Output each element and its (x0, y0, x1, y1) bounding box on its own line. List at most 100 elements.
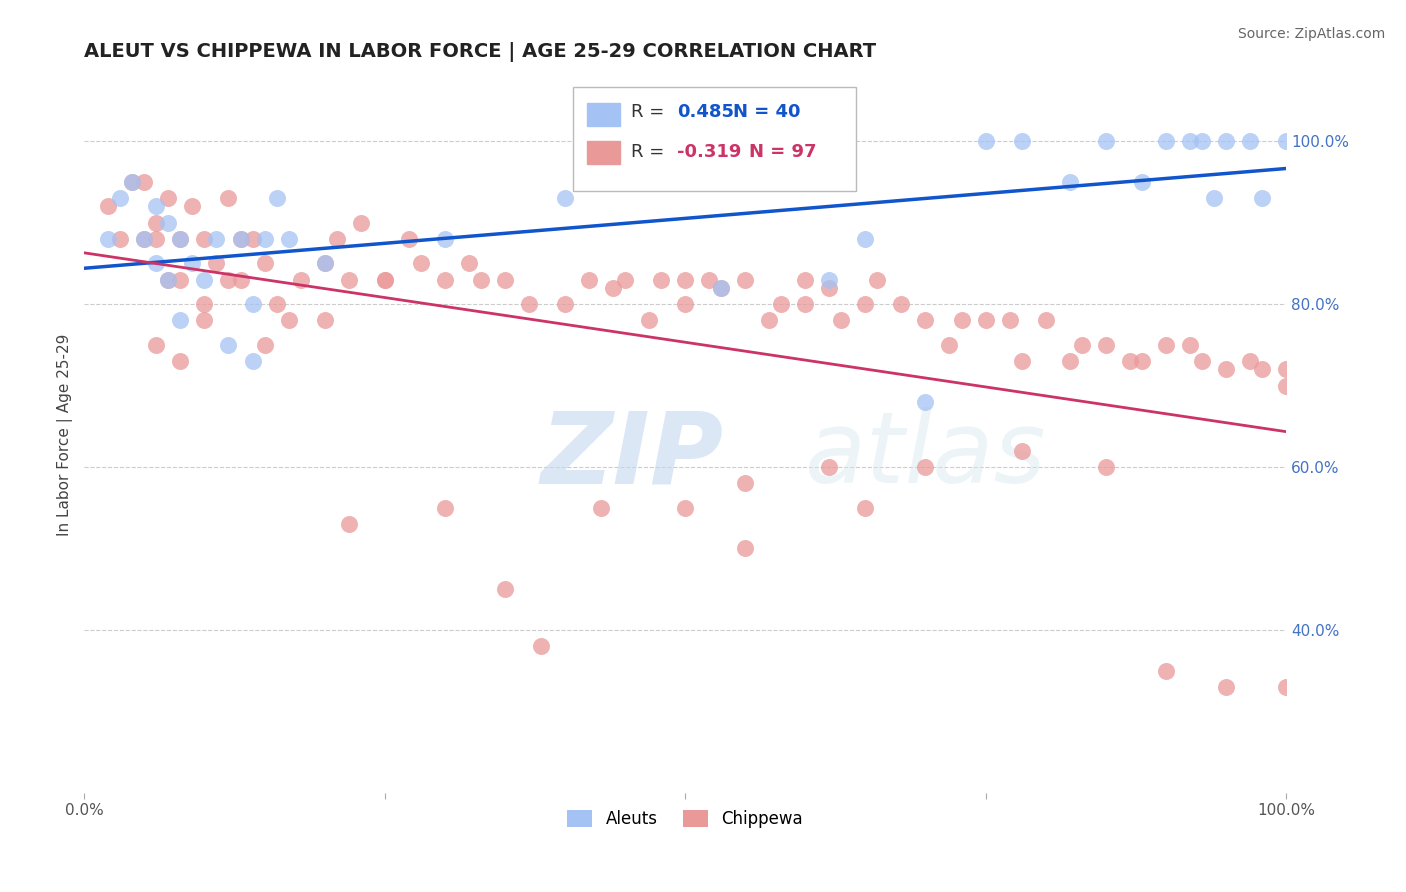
Point (1251, 191, 1274, 205)
Point (374, 273, 396, 287)
Point (673, 500, 696, 515)
Point (277, 313, 299, 327)
Point (218, 191, 240, 205)
Point (242, 232, 264, 246)
Point (121, 175, 143, 189)
Point (290, 273, 312, 287)
Point (181, 199, 204, 213)
Point (1059, 175, 1081, 189)
Point (1275, 362, 1298, 376)
Point (1154, 134, 1177, 148)
Point (134, 175, 156, 189)
Point (253, 256, 276, 270)
Y-axis label: In Labor Force | Age 25-29: In Labor Force | Age 25-29 (58, 334, 73, 535)
Point (1130, 354, 1153, 368)
Point (1154, 338, 1177, 352)
Text: ALEUT VS CHIPPEWA IN LABOR FORCE | AGE 25-29 CORRELATION CHART: ALEUT VS CHIPPEWA IN LABOR FORCE | AGE 2… (84, 42, 876, 62)
Point (853, 297, 876, 311)
Point (914, 313, 936, 327)
Point (314, 313, 336, 327)
Point (974, 134, 997, 148)
Point (697, 273, 720, 287)
Point (818, 460, 841, 475)
Point (193, 297, 215, 311)
Point (1011, 134, 1033, 148)
Point (157, 273, 180, 287)
Point (205, 232, 228, 246)
Point (974, 313, 997, 327)
Text: -0.319: -0.319 (676, 143, 741, 161)
Point (169, 354, 191, 368)
Point (830, 313, 852, 327)
Point (578, 273, 600, 287)
Point (1070, 338, 1092, 352)
Point (169, 232, 191, 246)
Point (866, 273, 889, 287)
Point (433, 500, 456, 515)
Point (650, 273, 672, 287)
Bar (586, 103, 620, 127)
Point (277, 232, 299, 246)
Point (1202, 191, 1225, 205)
Point (614, 273, 637, 287)
Point (914, 395, 936, 409)
Point (229, 232, 252, 246)
Point (157, 273, 180, 287)
Point (253, 232, 276, 246)
Point (818, 273, 841, 287)
Legend: Aleuts, Chippewa: Aleuts, Chippewa (561, 803, 810, 835)
Point (1275, 680, 1298, 694)
Point (169, 313, 191, 327)
Point (1215, 134, 1237, 148)
Point (266, 191, 288, 205)
Point (229, 273, 252, 287)
Point (314, 256, 336, 270)
Point (470, 273, 492, 287)
Point (1251, 362, 1274, 376)
Point (818, 281, 841, 295)
Point (1215, 680, 1237, 694)
Point (673, 273, 696, 287)
Point (734, 476, 756, 491)
Point (145, 199, 167, 213)
Point (1191, 134, 1213, 148)
Point (229, 232, 252, 246)
Point (638, 313, 661, 327)
Point (950, 313, 973, 327)
Point (517, 297, 540, 311)
Point (1035, 313, 1057, 327)
Point (409, 256, 432, 270)
Point (1275, 378, 1298, 392)
Point (1275, 134, 1298, 148)
Point (853, 232, 876, 246)
Point (169, 273, 191, 287)
Point (266, 297, 288, 311)
Point (530, 639, 553, 653)
Point (1130, 175, 1153, 189)
Point (134, 232, 156, 246)
Point (1059, 354, 1081, 368)
Text: ZIP: ZIP (541, 408, 724, 504)
Point (1011, 443, 1033, 458)
Point (710, 281, 733, 295)
Point (554, 297, 576, 311)
Point (457, 256, 479, 270)
Point (110, 191, 132, 205)
Point (110, 232, 132, 246)
Point (193, 313, 215, 327)
Point (314, 256, 336, 270)
Point (337, 273, 360, 287)
Text: R =: R = (631, 103, 671, 120)
Point (193, 232, 215, 246)
Point (998, 313, 1021, 327)
Point (181, 256, 204, 270)
Point (433, 273, 456, 287)
Point (853, 500, 876, 515)
Point (1215, 362, 1237, 376)
Point (157, 216, 180, 230)
Point (1191, 354, 1213, 368)
Point (205, 256, 228, 270)
Point (1178, 338, 1201, 352)
Point (710, 281, 733, 295)
Point (134, 232, 156, 246)
